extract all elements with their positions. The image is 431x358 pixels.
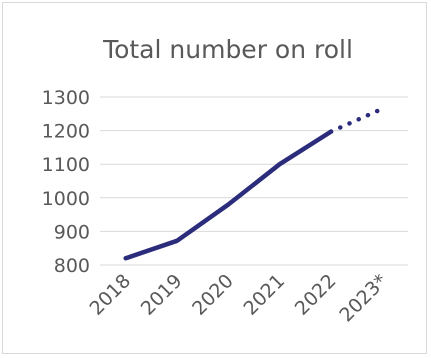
series-lines: [123, 106, 385, 261]
x-tick-label: 2023*: [335, 270, 391, 326]
chart-title: Total number on roll: [102, 35, 353, 64]
y-tick-label: 1000: [42, 188, 90, 210]
x-tick-label: 2018: [85, 270, 135, 320]
y-tick-label: 1200: [42, 121, 90, 143]
x-tick-label: 2022: [291, 270, 341, 320]
series-line-solid: [123, 129, 334, 261]
series-line-projection: [328, 106, 385, 134]
x-tick-label: 2020: [188, 270, 238, 320]
x-tick-label: 2019: [137, 270, 187, 320]
x-tick-label: 2021: [239, 270, 289, 320]
y-axis-tick-labels: 800 900 1000 1100 1200 1300: [42, 87, 90, 277]
gridlines: [100, 96, 408, 266]
y-tick-label: 1100: [42, 154, 90, 176]
chart-frame: [2, 2, 427, 354]
y-tick-label: 800: [54, 255, 90, 277]
y-tick-label: 1300: [42, 87, 90, 109]
y-tick-label: 900: [54, 221, 90, 243]
